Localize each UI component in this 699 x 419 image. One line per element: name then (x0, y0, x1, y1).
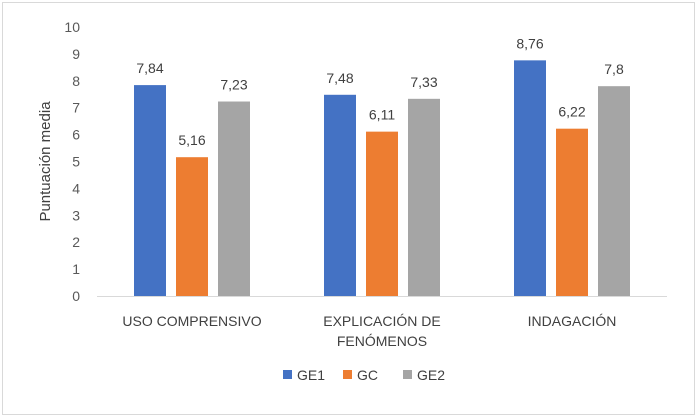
legend-swatch-ge2 (403, 370, 412, 379)
legend-label-ge2: GE2 (417, 367, 445, 383)
legend-swatch-ge1 (283, 370, 292, 379)
y-tick-label: 3 (72, 207, 80, 223)
y-tick-label: 6 (72, 127, 80, 143)
category-label: EXPLICACIÓN DE (323, 313, 440, 329)
bar-gc (176, 157, 208, 296)
data-label: 7,33 (410, 74, 437, 90)
bar-ge1 (324, 94, 356, 297)
y-tick-label: 9 (72, 46, 80, 62)
data-label: 7,84 (136, 60, 163, 76)
category-label: USO COMPRENSIVO (122, 313, 261, 329)
data-label: 6,22 (558, 104, 585, 120)
data-label: 7,23 (220, 77, 247, 93)
data-label: 7,8 (604, 61, 624, 77)
legend-label-gc: GC (357, 367, 378, 383)
bar-ge2 (218, 101, 250, 296)
category-label: INDAGACIÓN (528, 313, 617, 329)
y-tick-label: 7 (72, 100, 80, 116)
data-label: 5,16 (178, 132, 205, 148)
bar-ge2 (408, 98, 440, 296)
y-tick-label: 4 (72, 180, 80, 196)
bar-ge2 (598, 86, 630, 297)
data-label: 8,76 (516, 35, 543, 51)
bar-ge1 (514, 60, 546, 296)
category-label: FENÓMENOS (337, 333, 427, 349)
y-tick-label: 2 (72, 234, 80, 250)
data-label: 7,48 (326, 70, 353, 86)
y-tick-label: 5 (72, 154, 80, 170)
data-label: 6,11 (369, 107, 395, 123)
legend-swatch-gc (343, 370, 352, 379)
bar-gc (556, 128, 588, 296)
bar-gc (366, 131, 398, 296)
y-tick-label: 8 (72, 73, 80, 89)
y-axis-label: Puntuación media (37, 101, 54, 222)
legend-label-ge1: GE1 (297, 367, 325, 383)
y-tick-label: 10 (64, 19, 80, 35)
bar-ge1 (134, 85, 166, 296)
y-tick-label: 1 (72, 261, 80, 277)
y-tick-label: 0 (72, 288, 80, 304)
